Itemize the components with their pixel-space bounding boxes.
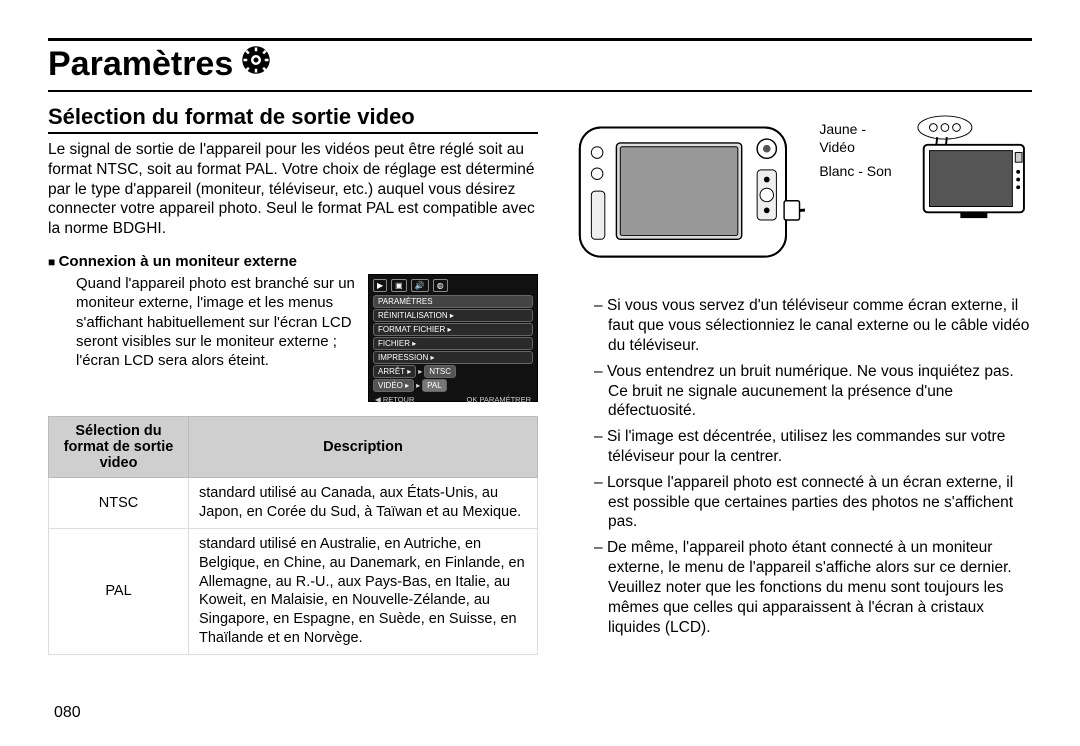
cable-label-white: Blanc - Son [819, 162, 902, 180]
lcd-tab: PARAMÈTRES [373, 295, 533, 308]
left-column: Sélection du format de sortie video Le s… [48, 104, 538, 655]
sub-heading: Connexion à un moniteur externe [48, 253, 538, 270]
table-cell-desc: standard utilisé au Canada, aux États-Un… [189, 478, 538, 529]
lcd-arrow-icon: ▸ [416, 381, 420, 390]
intro-paragraph: Le signal de sortie de l'appareil pour l… [48, 140, 538, 239]
lcd-icon: ◍ [433, 279, 448, 292]
cable-label-yellow: Jaune - Vidéo [819, 120, 902, 156]
page-number: 080 [54, 704, 81, 722]
camera-illustration [574, 114, 805, 268]
camera-lcd-mock: ▶ ▣ 🔊 ◍ PARAMÈTRES RÉINITIALISATION ▸ FO… [368, 274, 538, 402]
lcd-arrow-icon: ▸ [418, 367, 422, 376]
lcd-ok-label: OK PARAMÉTRER [467, 395, 531, 404]
tv-illustration [916, 114, 1032, 220]
table-header-right: Description [189, 417, 538, 478]
note-item: De même, l'appareil photo étant connecté… [594, 538, 1032, 637]
lcd-menu-item: ARRÊT ▸ [373, 365, 416, 378]
lcd-menu-item: FICHIER ▸ [373, 337, 533, 350]
table-cell-desc: standard utilisé en Australie, en Autric… [189, 528, 538, 654]
format-table: Sélection du format de sortie video Desc… [48, 416, 538, 655]
gear-icon [241, 45, 271, 84]
lcd-menu-item: IMPRESSION ▸ [373, 351, 533, 364]
note-item: Si l'image est décentrée, utilisez les c… [594, 427, 1032, 467]
notes-list: Si vous vous servez d'un téléviseur comm… [574, 296, 1032, 637]
note-item: Lorsque l'appareil photo est connecté à … [594, 473, 1032, 532]
page-title-text: Paramètres [48, 45, 233, 84]
table-row: NTSC standard utilisé au Canada, aux Éta… [49, 478, 538, 529]
table-header-left: Sélection du format de sortie video [49, 417, 189, 478]
right-column: Jaune - Vidéo Blanc - Son [574, 104, 1032, 655]
table-row: PAL standard utilisé en Australie, en Au… [49, 528, 538, 654]
connection-diagram: Jaune - Vidéo Blanc - Son [574, 114, 1032, 268]
table-cell-code: NTSC [49, 478, 189, 529]
sub-paragraph: Quand l'appareil photo est branché sur u… [48, 274, 358, 402]
lcd-icon: 🔊 [411, 279, 429, 292]
rule-under-title [48, 90, 1032, 92]
lcd-menu-item: RÉINITIALISATION ▸ [373, 309, 533, 322]
lcd-icon: ▣ [391, 279, 407, 292]
lcd-bottom-bar: ◀ RETOUR OK PARAMÉTRER [373, 393, 533, 404]
table-cell-code: PAL [49, 528, 189, 654]
note-item: Vous entendrez un bruit numérique. Ne vo… [594, 362, 1032, 421]
page-title: Paramètres [48, 45, 1032, 84]
lcd-submenu-item-selected: PAL [422, 379, 447, 392]
lcd-menu-item: FORMAT FICHIER ▸ [373, 323, 533, 336]
lcd-top-icons: ▶ ▣ 🔊 ◍ [373, 279, 533, 292]
note-item: Si vous vous servez d'un téléviseur comm… [594, 296, 1032, 355]
rule-top [48, 38, 1032, 41]
lcd-icon: ▶ [373, 279, 387, 292]
lcd-menu-item-selected: VIDÉO ▸ [373, 379, 414, 392]
section-heading: Sélection du format de sortie video [48, 104, 538, 134]
lcd-back-label: ◀ RETOUR [375, 395, 414, 404]
lcd-submenu-item: NTSC [424, 365, 456, 378]
